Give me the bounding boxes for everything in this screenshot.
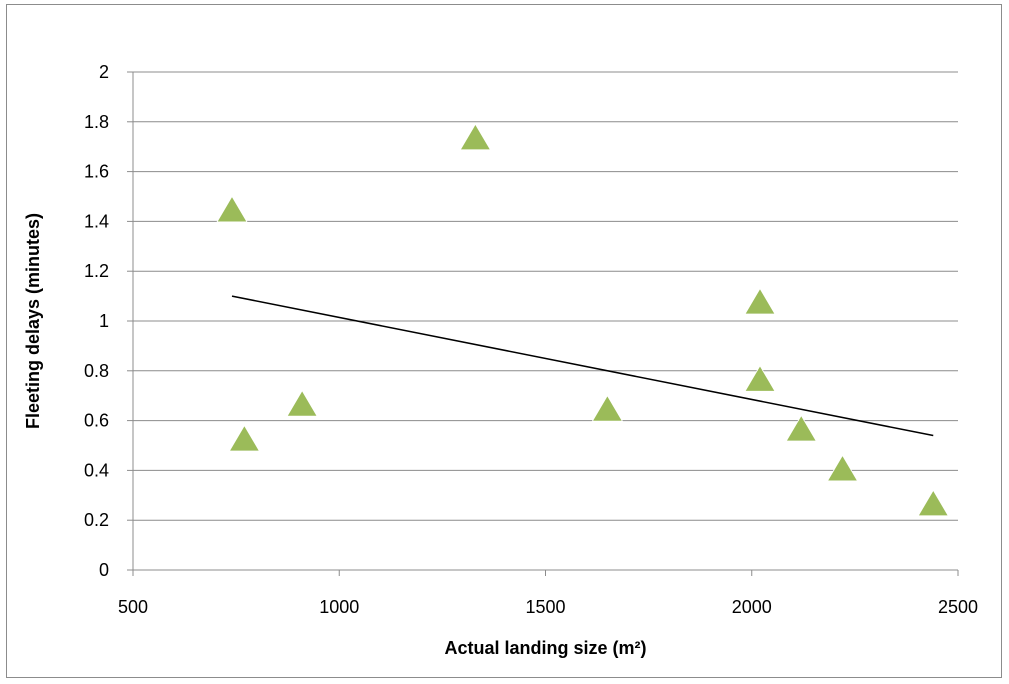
data-point-1 [459, 123, 492, 151]
y-tick-label-8: 1.6 [84, 162, 109, 182]
y-tick-label-2: 0.4 [84, 460, 109, 480]
data-point-8 [826, 454, 859, 482]
y-tick-label-1: 0.2 [84, 510, 109, 530]
y-axis-title: Fleeting delays (minutes) [23, 213, 43, 429]
y-tick-label-9: 1.8 [84, 112, 109, 132]
y-tick-label-4: 0.8 [84, 361, 109, 381]
data-point-2 [228, 424, 261, 452]
x-tick-label-1: 1000 [319, 597, 359, 617]
data-point-3 [286, 389, 318, 417]
y-tick-label-5: 1 [99, 311, 109, 331]
x-tick-label-0: 500 [118, 597, 148, 617]
axes [132, 72, 959, 576]
gridlines [127, 71, 958, 571]
data-point-0 [216, 195, 248, 223]
data-point-6 [744, 364, 776, 392]
x-tick-label-3: 2000 [732, 597, 772, 617]
y-tick-label-3: 0.6 [84, 411, 109, 431]
y-tick-label-6: 1.2 [84, 261, 109, 281]
x-tick-labels: 500 1000 1500 2000 2500 [118, 597, 978, 617]
data-points [216, 123, 949, 517]
trendline [231, 295, 934, 437]
y-tick-labels: 0 0.2 0.4 0.6 0.8 1 1.2 1.4 1.6 1.8 2 [84, 62, 109, 580]
chart-frame [6, 4, 1002, 678]
x-tick-label-2: 1500 [525, 597, 565, 617]
y-tick-label-0: 0 [99, 560, 109, 580]
y-tick-label-7: 1.4 [84, 211, 109, 231]
trendline-group [231, 295, 934, 437]
data-point-4 [591, 394, 624, 422]
y-tick-label-10: 2 [99, 62, 109, 82]
x-axis-title: Actual landing size (m²) [444, 638, 646, 658]
data-point-5 [744, 287, 776, 315]
data-point-7 [785, 414, 817, 442]
data-point-9 [917, 489, 949, 517]
x-tick-label-4: 2500 [938, 597, 978, 617]
